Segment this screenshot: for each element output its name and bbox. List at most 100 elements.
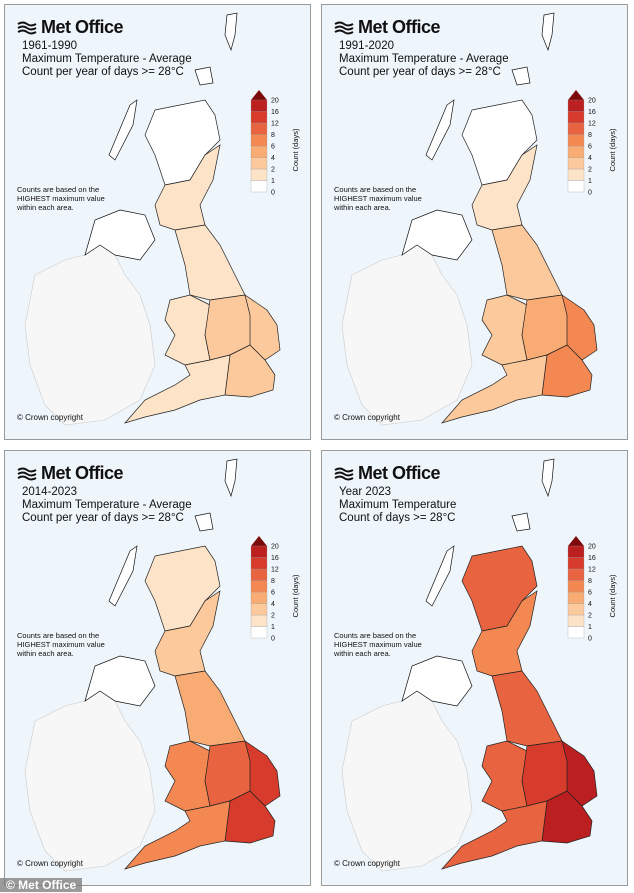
colorbar-bin (250, 580, 268, 593)
colorbar-bin (567, 145, 585, 158)
colorbar-tick: 6 (271, 144, 275, 151)
met-office-logo: Met Office (334, 17, 441, 38)
colorbar-tick: 4 (588, 601, 592, 608)
crown-copyright: © Crown copyright (334, 413, 400, 422)
note: Counts are based on the HIGHEST maximum … (17, 631, 105, 658)
map-panel: 0 1 2 4 6 8 12 16 20 Count (days) Met Office 1991… (321, 4, 628, 440)
colorbar-bin (250, 626, 268, 639)
brand-name: Met Office (41, 463, 124, 483)
region-south-scotland (471, 590, 538, 677)
ireland (24, 244, 156, 426)
colorbar-tick: 2 (588, 613, 592, 620)
note-line: Counts are based on the (17, 185, 100, 194)
colorbar-label: Count (days) (291, 128, 300, 171)
colorbar-tick: 16 (588, 109, 596, 116)
colorbar-bin (250, 145, 268, 158)
panel-title: 1991-2020 Maximum Temperature - Average … (339, 40, 509, 79)
colorbar-tick: 12 (588, 121, 596, 128)
brand-name: Met Office (358, 463, 441, 483)
region-south-east (541, 344, 593, 398)
region-south-scotland (154, 144, 221, 231)
colorbar-tick: 12 (271, 567, 279, 574)
colorbar-tick: 20 (271, 98, 279, 105)
period: 1961-1990 (22, 40, 77, 52)
colorbar-bin (567, 557, 585, 570)
region-wales (481, 740, 528, 812)
outer-hebrides (108, 99, 138, 161)
note-line: Counts are based on the (334, 631, 417, 640)
note-line: HIGHEST maximum value (334, 194, 422, 203)
ireland (24, 690, 156, 872)
colorbar-bin (250, 180, 268, 193)
met-office-logo: Met Office (17, 17, 124, 38)
outer-hebrides (108, 545, 138, 607)
map-panel: 0 1 2 4 6 8 12 16 20 Count (days) Met Office 2014… (4, 450, 311, 886)
shetland (541, 12, 555, 52)
threshold: Count per year of days >= 28°C (22, 512, 184, 524)
footer-credit: © Met Office (0, 878, 83, 892)
threshold: Count per year of days >= 28°C (22, 66, 184, 78)
panel-title: 2014-2023 Maximum Temperature - Average … (22, 486, 192, 525)
met-office-logo: Met Office (17, 463, 124, 484)
met-office-waves-icon (334, 21, 354, 34)
region-south-west (123, 354, 231, 424)
met-office-logo: Met Office (334, 463, 441, 484)
region-south-west (123, 800, 231, 870)
region-south-scotland (471, 144, 538, 231)
region-south-west (440, 800, 548, 870)
orkney (511, 512, 531, 532)
colorbar-tick: 8 (271, 578, 275, 585)
period: 2014-2023 (22, 486, 77, 498)
colorbar-bin (567, 580, 585, 593)
colorbar-bin (567, 122, 585, 135)
region-north-england (174, 670, 246, 747)
colorbar-tick: 4 (271, 155, 275, 162)
northern-ireland (84, 209, 156, 261)
colorbar-bin (250, 134, 268, 147)
colorbar-tick: 20 (588, 544, 596, 551)
colorbar-bin (250, 557, 268, 570)
colorbar-tick: 20 (271, 544, 279, 551)
northern-ireland (401, 209, 473, 261)
colorbar-tick: 0 (588, 636, 592, 643)
shetland (541, 458, 555, 498)
colorbar-bin (567, 614, 585, 627)
orkney (511, 66, 531, 86)
shetland (224, 12, 238, 52)
note-line: Counts are based on the (334, 185, 417, 194)
note: Counts are based on the HIGHEST maximum … (17, 185, 105, 212)
colorbar-tick: 1 (588, 178, 592, 185)
region-south-scotland (154, 590, 221, 677)
metric: Maximum Temperature (339, 499, 457, 511)
colorbar-bin (250, 122, 268, 135)
colorbar-tick: 1 (588, 624, 592, 631)
colorbar-tick: 16 (271, 555, 279, 562)
note-line: Counts are based on the (17, 631, 100, 640)
colorbar-arrow (568, 536, 584, 546)
region-wales (481, 294, 528, 366)
region-south-east (224, 344, 276, 398)
colorbar-bin (250, 99, 268, 112)
note: Counts are based on the HIGHEST maximum … (334, 631, 422, 658)
outer-hebrides (425, 99, 455, 161)
ireland (341, 244, 473, 426)
colorbar-arrow (568, 90, 584, 100)
colorbar-bin (567, 626, 585, 639)
colorbar-tick: 0 (588, 190, 592, 197)
region-north-england (491, 670, 563, 747)
colorbar-bin (567, 134, 585, 147)
colorbar-tick: 12 (271, 121, 279, 128)
region-north-england (174, 224, 246, 301)
colorbar-tick: 16 (271, 109, 279, 116)
colorbar-bin (250, 168, 268, 181)
shetland (224, 458, 238, 498)
colorbar-tick: 6 (588, 590, 592, 597)
colorbar-tick: 6 (588, 144, 592, 151)
panel-title: 1961-1990 Maximum Temperature - Average … (22, 40, 192, 79)
colorbar-tick: 1 (271, 624, 275, 631)
colorbar-tick: 6 (271, 590, 275, 597)
